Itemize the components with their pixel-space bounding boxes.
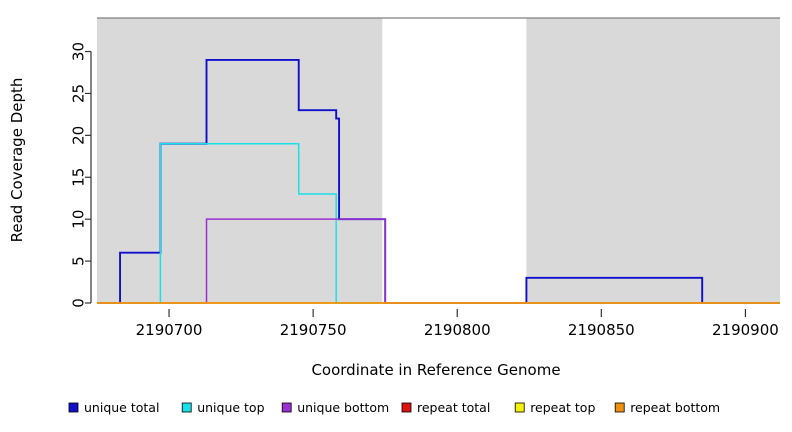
legend-swatch-unique-bottom[interactable] xyxy=(281,402,292,413)
repeat-region-right xyxy=(526,18,780,303)
y-tick-label-2: 10 xyxy=(70,210,88,229)
legend-label-repeat-top[interactable]: repeat top xyxy=(530,400,595,415)
y-tick-label-6: 30 xyxy=(70,42,88,61)
chart-legend: unique total unique top unique bottom repea… xyxy=(68,400,720,415)
legend-label-unique-bottom[interactable]: unique bottom xyxy=(297,400,389,415)
shaded-regions-group xyxy=(97,18,780,303)
y-axis-title: Read Coverage Depth xyxy=(8,78,26,243)
legend-swatch-repeat-total[interactable] xyxy=(401,402,412,413)
y-tick-label-5: 25 xyxy=(70,84,88,103)
y-tick-label-1: 5 xyxy=(70,256,88,266)
x-tick-label-4: 2190900 xyxy=(712,321,779,339)
y-tick-label-3: 15 xyxy=(70,168,88,187)
legend-label-repeat-total[interactable]: repeat total xyxy=(417,400,490,415)
series-group xyxy=(97,58,780,304)
legend-swatch-unique-total[interactable] xyxy=(68,402,79,413)
x-axis: 2190700 2190750 2190800 2190850 2190900 xyxy=(136,309,779,339)
x-tick-label-1: 2190750 xyxy=(280,321,347,339)
legend-swatch-repeat-top[interactable] xyxy=(514,402,525,413)
legend-label-unique-total[interactable]: unique total xyxy=(84,400,159,415)
legend-label-unique-top[interactable]: unique top xyxy=(197,400,264,415)
legend-swatch-repeat-bottom[interactable] xyxy=(614,402,625,413)
y-axis: 0 5 10 15 20 25 30 xyxy=(70,42,92,308)
y-tick-label-0: 0 xyxy=(70,298,88,308)
x-axis-title: Coordinate in Reference Genome xyxy=(311,361,560,379)
x-tick-label-3: 2190850 xyxy=(568,321,635,339)
legend-label-repeat-bottom[interactable]: repeat bottom xyxy=(630,400,720,415)
x-tick-label-2: 2190800 xyxy=(424,321,491,339)
repeat-region-left xyxy=(97,18,383,303)
x-tick-label-0: 2190700 xyxy=(136,321,203,339)
legend-swatch-unique-top[interactable] xyxy=(181,402,192,413)
y-tick-label-4: 20 xyxy=(70,126,88,145)
